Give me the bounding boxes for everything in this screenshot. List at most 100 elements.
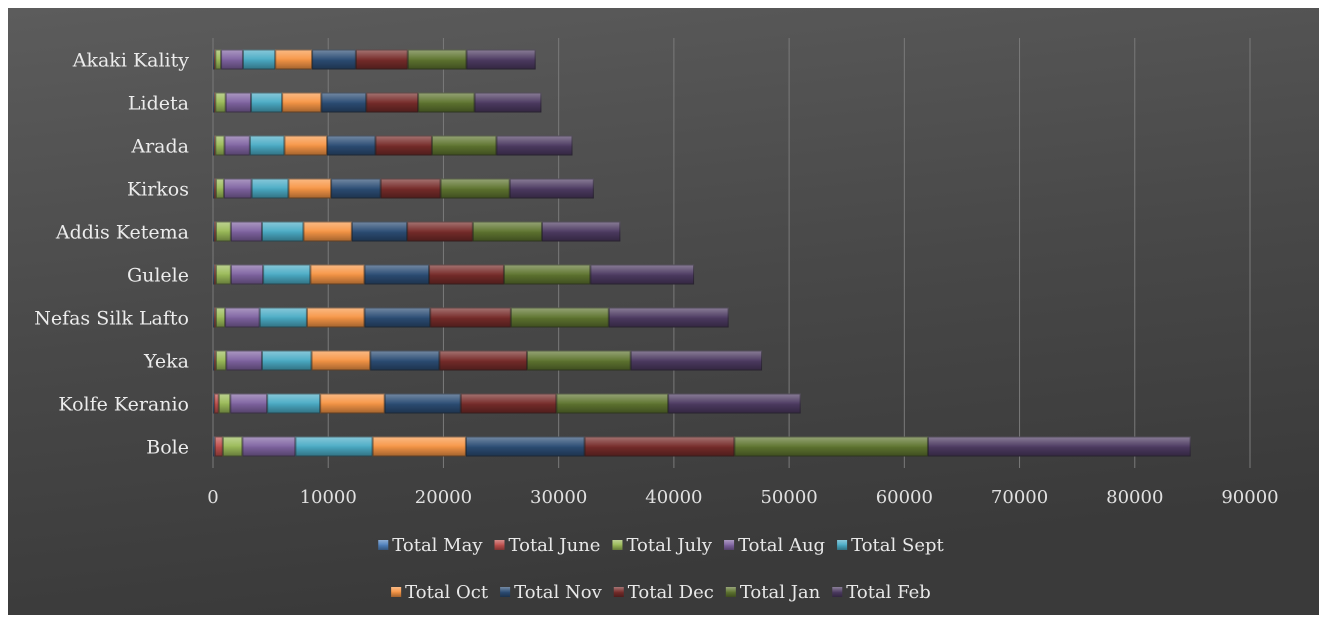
bar-nefas-silk-lafto-total-july bbox=[216, 308, 225, 328]
bar-bevel bbox=[312, 351, 371, 371]
bar-bevel bbox=[370, 351, 439, 371]
bar-bevel bbox=[356, 50, 408, 70]
legend-item-total-july: Total July bbox=[612, 535, 712, 556]
legend-item-total-sept: Total Sept bbox=[837, 535, 944, 556]
bar-yeka-total-oct bbox=[312, 351, 371, 371]
bar-arada-total-june bbox=[214, 136, 215, 156]
bar-bevel bbox=[439, 351, 527, 371]
category-label: Kirkos bbox=[127, 179, 189, 201]
bar-bevel bbox=[288, 179, 331, 199]
bar-kirkos-total-dec bbox=[381, 179, 441, 199]
bar-yeka-total-june bbox=[214, 351, 216, 371]
bar-bole-total-feb bbox=[928, 437, 1191, 457]
legend-item-total-aug: Total Aug bbox=[724, 535, 825, 556]
legend-label: Total June bbox=[509, 535, 601, 556]
bar-bevel bbox=[504, 265, 590, 285]
bar-bevel bbox=[473, 222, 542, 242]
bar-bevel bbox=[295, 437, 372, 457]
bar-bevel bbox=[263, 265, 310, 285]
bar-bevel bbox=[216, 308, 225, 328]
bar-addis-ketema-total-nov bbox=[352, 222, 407, 242]
bar-bole-total-sept bbox=[295, 437, 372, 457]
bar-bevel bbox=[430, 308, 511, 328]
category-label: Kolfe Keranio bbox=[58, 394, 189, 416]
bar-nefas-silk-lafto-total-oct bbox=[307, 308, 365, 328]
bar-gulele-total-jan bbox=[504, 265, 590, 285]
bar-kolfe-keranio-total-sept bbox=[267, 394, 320, 414]
legend-swatch-bevel bbox=[500, 587, 510, 597]
x-tick-label: 40000 bbox=[645, 487, 702, 508]
legend-label: Total Dec bbox=[628, 582, 714, 603]
bar-bevel bbox=[215, 136, 224, 156]
bar-bevel bbox=[381, 179, 441, 199]
bar-bole-total-jan bbox=[734, 437, 928, 457]
bar-kirkos-total-july bbox=[216, 179, 224, 199]
bar-lideta-total-july bbox=[215, 93, 225, 113]
legend-item-total-oct: Total Oct bbox=[391, 582, 489, 603]
bar-lideta-total-june bbox=[214, 93, 215, 113]
bar-bevel bbox=[373, 437, 466, 457]
bar-kolfe-keranio-total-feb bbox=[668, 394, 801, 414]
bar-lideta-total-dec bbox=[366, 93, 418, 113]
bar-bevel bbox=[496, 136, 572, 156]
bar-yeka-total-sept bbox=[262, 351, 312, 371]
bar-addis-ketema-total-may bbox=[213, 222, 214, 242]
bar-bevel bbox=[221, 50, 243, 70]
bar-yeka-total-july bbox=[216, 351, 226, 371]
legend-swatch-bevel bbox=[612, 540, 622, 550]
bar-bevel bbox=[375, 136, 431, 156]
bar-gulele-total-june bbox=[214, 265, 216, 285]
x-tick-label: 90000 bbox=[1221, 487, 1278, 508]
x-tick-label: 60000 bbox=[876, 487, 933, 508]
bar-addis-ketema-total-dec bbox=[407, 222, 473, 242]
bar-bevel bbox=[418, 93, 474, 113]
bar-bevel bbox=[260, 308, 307, 328]
legend-label: Total Jan bbox=[740, 582, 821, 603]
bar-akaki-kality-total-jan bbox=[408, 50, 467, 70]
legend-swatch-bevel bbox=[832, 587, 842, 597]
bar-bevel bbox=[542, 222, 620, 242]
bar-bevel bbox=[631, 351, 762, 371]
bar-bevel bbox=[216, 222, 231, 242]
bar-bevel bbox=[510, 179, 594, 199]
legend-swatch-bevel bbox=[724, 540, 734, 550]
bar-lideta-total-aug bbox=[226, 93, 251, 113]
bar-nefas-silk-lafto-total-feb bbox=[609, 308, 729, 328]
x-tick-label: 80000 bbox=[1106, 487, 1163, 508]
legend-swatch-bevel bbox=[378, 540, 388, 550]
category-label: Akaki Kality bbox=[72, 50, 190, 72]
bar-kirkos-total-oct bbox=[288, 179, 331, 199]
bar-kolfe-keranio-total-july bbox=[219, 394, 231, 414]
bar-akaki-kality-total-may bbox=[213, 50, 214, 70]
bar-akaki-kality-total-oct bbox=[275, 50, 312, 70]
bar-bevel bbox=[352, 222, 407, 242]
bar-arada-total-july bbox=[215, 136, 224, 156]
bar-lideta-total-nov bbox=[321, 93, 366, 113]
bar-bevel bbox=[282, 93, 321, 113]
bar-edge bbox=[215, 179, 216, 198]
bar-akaki-kality-total-feb bbox=[466, 50, 535, 70]
bar-kolfe-keranio-total-aug bbox=[230, 394, 267, 414]
bar-bevel bbox=[385, 394, 461, 414]
bar-bevel bbox=[231, 265, 263, 285]
bar-arada-total-jan bbox=[432, 136, 497, 156]
bar-bevel bbox=[365, 308, 431, 328]
bar-bevel bbox=[307, 308, 365, 328]
bar-bevel bbox=[327, 136, 375, 156]
bar-bevel bbox=[441, 179, 510, 199]
bar-bevel bbox=[466, 437, 585, 457]
bar-bevel bbox=[556, 394, 668, 414]
bar-gulele-total-oct bbox=[310, 265, 364, 285]
bar-bevel bbox=[928, 437, 1191, 457]
bar-addis-ketema-total-june bbox=[214, 222, 216, 242]
bar-bevel bbox=[365, 265, 430, 285]
bar-bevel bbox=[331, 179, 381, 199]
bar-yeka-total-dec bbox=[439, 351, 527, 371]
bar-bevel bbox=[225, 308, 260, 328]
bar-nefas-silk-lafto-total-dec bbox=[430, 308, 511, 328]
bar-arada-total-feb bbox=[496, 136, 572, 156]
bar-bevel bbox=[230, 394, 267, 414]
bar-bole-total-oct bbox=[373, 437, 466, 457]
bar-bevel bbox=[226, 93, 251, 113]
